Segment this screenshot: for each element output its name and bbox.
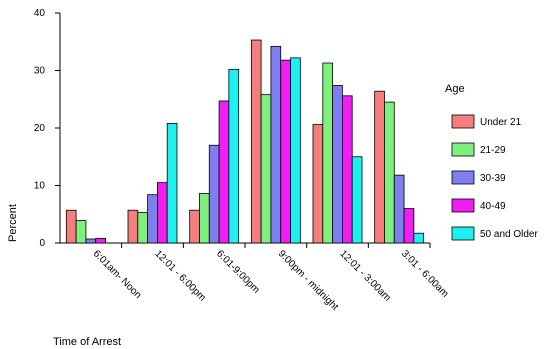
legend-title: Age: [445, 83, 465, 95]
bar: [147, 194, 158, 244]
legend-swatch: [451, 226, 475, 241]
legend-label: 21-29: [480, 145, 506, 156]
bar: [65, 209, 77, 244]
bar: [250, 39, 262, 244]
x-tick-label: 12:01 - 6:00pm: [152, 248, 207, 303]
bar: [393, 174, 405, 244]
bar: [322, 62, 333, 244]
y-tick-label: 10: [34, 181, 46, 192]
y-tick-label: 30: [34, 66, 46, 77]
x-tick-label: 12:01 - 3:00am: [337, 248, 392, 303]
x-axis-ticks: 6:01am- Noon 12:01 - 6:00pm 6:01-9:00pm 9:0…: [91, 243, 450, 313]
x-tick-label: 3:01 - 6:00am: [399, 248, 450, 299]
legend-swatch: [451, 198, 475, 213]
bar: [137, 212, 149, 244]
x-tick-label: 9:00pm - midnight: [276, 248, 341, 313]
bar: [413, 232, 425, 244]
bar: [312, 124, 324, 244]
legend-label: 30-39: [480, 173, 506, 184]
bar: [208, 144, 220, 244]
bar: [127, 209, 139, 244]
x-tick-label: 6:01-9:00pm: [214, 248, 261, 295]
legend-label: 50 and Older: [480, 229, 538, 240]
x-tick-label: 6:01am- Noon: [91, 248, 144, 301]
bar: [218, 100, 230, 244]
bar: [332, 85, 343, 244]
bar: [199, 193, 210, 244]
bar: [341, 95, 353, 244]
bar: [75, 220, 87, 244]
legend: Under 21 21-29 30-39 40-49 50 and Older: [451, 114, 538, 241]
y-tick-label: 20: [34, 123, 46, 134]
legend-label: Under 21: [480, 117, 522, 128]
bar: [384, 101, 395, 244]
bar: [290, 57, 301, 244]
y-tick-label: 0: [39, 238, 45, 249]
legend-label: 40-49: [480, 201, 506, 212]
bar: [156, 182, 168, 244]
bar: [189, 209, 200, 244]
bar: [95, 237, 106, 244]
legend-swatch: [451, 114, 475, 129]
bar: [403, 208, 415, 244]
bar: [166, 123, 178, 244]
bar-series: [65, 39, 425, 244]
legend-swatch: [451, 142, 475, 157]
y-axis-ticks: 0 10 20 30 40: [34, 8, 60, 249]
legend-swatch: [451, 170, 475, 185]
bar: [280, 59, 291, 244]
bar: [374, 90, 385, 244]
bar: [270, 45, 282, 244]
bar: [260, 94, 272, 244]
x-axis-title: Time of Arrest: [53, 336, 121, 348]
bar: [85, 238, 97, 244]
y-axis-title: Percent: [7, 204, 19, 242]
bar: [228, 68, 240, 244]
bar: [351, 156, 363, 244]
y-tick-label: 40: [34, 8, 46, 19]
